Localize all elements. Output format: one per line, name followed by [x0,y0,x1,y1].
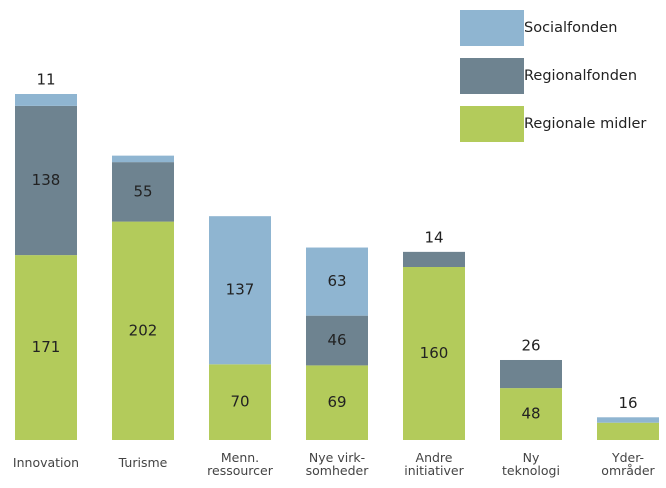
bar-segment [306,365,368,440]
legend-swatch [460,58,524,94]
legend-swatch [460,106,524,142]
bar-segment [306,315,368,366]
data-label: 14 [424,228,443,246]
bar-segment [15,94,77,106]
bar-segment [112,221,174,440]
bar-segment [15,105,77,256]
bar-segment [403,251,465,267]
bar-segment [597,417,659,423]
data-label: 137 [226,281,255,299]
x-tick-label: Nye virk-somheder [306,450,370,478]
bar-segment [209,216,271,365]
data-label: 46 [327,331,346,349]
data-label: 48 [521,405,540,423]
x-tick-label: Andre initiativer [404,450,464,478]
bar-segment [500,388,562,440]
bar-segment [306,247,368,316]
bar-segment [500,359,562,389]
x-tick-label: Innovation [13,455,79,470]
bar-segment [597,422,659,440]
data-label: 11 [36,71,55,89]
data-label: 202 [129,321,158,339]
legend-label: Regionalfonden [524,68,637,84]
bar-segment [112,155,174,163]
data-label: 69 [327,393,346,411]
bar-segment [209,364,271,440]
data-label: 138 [32,171,61,189]
data-label: 16 [618,394,637,412]
x-tick-label: Menn. ressourcer [207,450,274,478]
bar-segment [15,255,77,440]
legend-label: Socialfonden [524,20,617,36]
bar-segment [112,162,174,222]
legend-swatch [460,10,524,46]
legend-label: Regionale midler [524,116,646,132]
data-label: 171 [32,338,61,356]
data-label: 63 [327,272,346,290]
x-tick-label: Ny teknologi [502,450,560,478]
data-label: 70 [230,393,249,411]
x-tick-label: Yder-områder [601,450,655,478]
data-label: 160 [420,344,449,362]
data-label: 55 [133,182,152,200]
bar-segment [403,267,465,440]
data-label: 26 [521,336,540,354]
x-tick-label: Turisme [118,455,168,470]
